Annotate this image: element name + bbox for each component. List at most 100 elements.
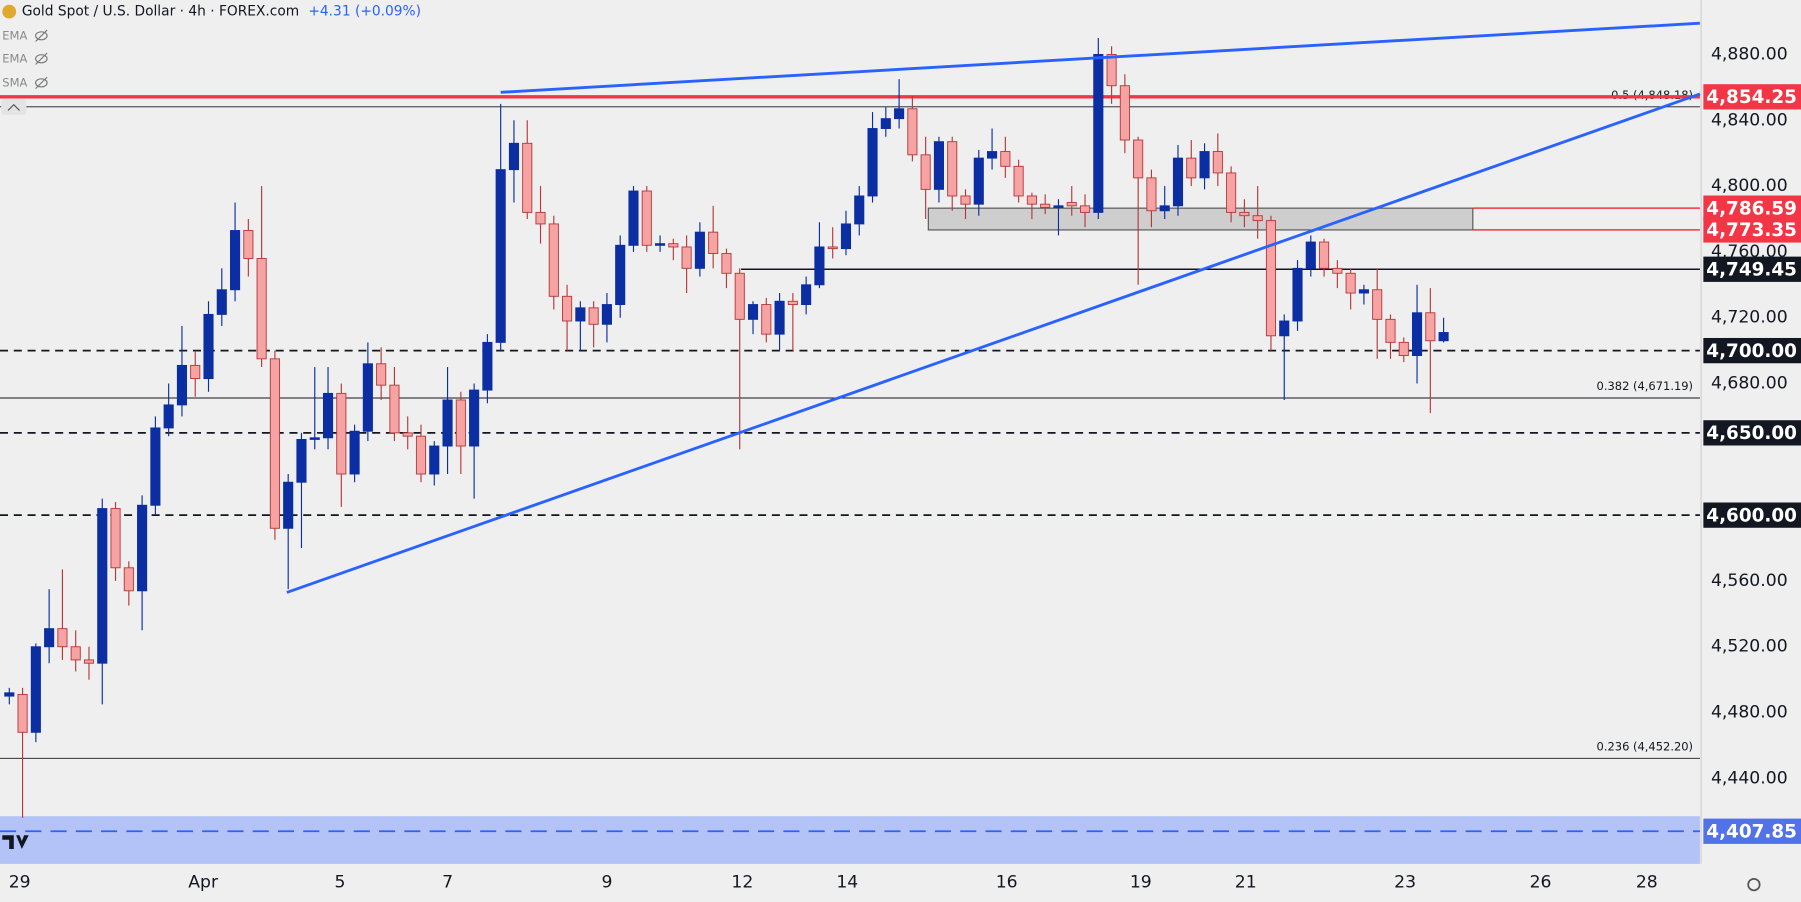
trendline [286, 92, 1701, 594]
candle-body [1398, 341, 1409, 357]
candle-body [1425, 312, 1436, 342]
candle-body [933, 141, 944, 190]
candle-body [747, 304, 759, 320]
candle-body [123, 567, 134, 592]
y-tick-label: 4,520.00 [1711, 637, 1788, 657]
candle-body [1252, 215, 1263, 222]
candle-body [163, 404, 174, 429]
candle-body [203, 313, 214, 380]
settings-icon[interactable] [1747, 877, 1761, 892]
y-tick-label: 4,560.00 [1711, 571, 1788, 591]
y-tick-label: 4,760.00 [1711, 242, 1788, 262]
candle-body [840, 223, 852, 250]
candle-body [601, 304, 612, 325]
candle-body [734, 272, 745, 320]
trendline [500, 21, 1701, 94]
candle-body [1305, 241, 1316, 269]
level-label: 4,600.00 [1706, 505, 1797, 526]
candle-body [1040, 203, 1051, 208]
candle-body [336, 392, 347, 475]
candle-body [907, 108, 918, 156]
level-box [1703, 195, 1801, 221]
overlays: 4,854.25 4,786.594,773.35 4,749.45 4,700.00… [286, 21, 1801, 844]
candle-body [1265, 220, 1277, 337]
candle-body [137, 504, 148, 592]
level-label: 4,407.85 [1706, 821, 1797, 842]
candle-body [1345, 272, 1356, 294]
candle-body [761, 304, 772, 335]
level-box [1703, 256, 1801, 282]
candle-body [1319, 241, 1330, 269]
candle-body [1079, 205, 1091, 213]
candle-body [508, 142, 520, 171]
candle-body [322, 392, 334, 439]
level-label: 4,650.00 [1706, 423, 1797, 444]
candle-body [150, 427, 161, 506]
candle-body [269, 358, 280, 529]
collapse-button[interactable] [1, 98, 27, 116]
candle-body [880, 118, 891, 129]
level-label: 4,786.59 [1706, 198, 1797, 219]
candle-body [97, 508, 108, 664]
level-label: 4,749.45 [1706, 259, 1797, 280]
level-box [1703, 84, 1801, 110]
price-change: +4.31 (+0.09%) [308, 4, 421, 20]
collapse-icon [7, 103, 20, 111]
indicator-label[interactable]: SMA [2, 75, 27, 89]
candle-body [495, 169, 506, 343]
candle-body [947, 141, 958, 197]
candle-body [615, 244, 626, 306]
candle-body [827, 246, 838, 250]
candle-body [1226, 172, 1237, 213]
x-tick-label: 21 [1235, 872, 1257, 892]
level-label: 4,854.25 [1706, 87, 1797, 108]
hide-icons[interactable] [35, 29, 48, 90]
symbol-icon [2, 4, 17, 19]
candle-body [1159, 205, 1170, 212]
candle-body [4, 692, 15, 697]
level-box [1703, 420, 1801, 446]
candle-body [402, 432, 413, 437]
y-tick-label: 4,800.00 [1711, 176, 1788, 196]
candle-body [30, 646, 41, 733]
candle-body [455, 399, 466, 447]
candle-body [349, 430, 360, 475]
candle-body [1106, 54, 1117, 87]
candle-body [1438, 332, 1449, 342]
candles [4, 38, 1449, 818]
candle-body [442, 399, 453, 447]
candle-body [1239, 211, 1250, 217]
indicator-label[interactable]: EMA [2, 28, 27, 42]
candle-body [814, 246, 825, 286]
candle-body [920, 154, 931, 190]
level-label: 4,773.35 [1706, 220, 1797, 241]
candle-body [654, 243, 666, 246]
indicator-label[interactable]: EMA [2, 51, 27, 65]
candle-body [641, 190, 652, 246]
candle-body [708, 231, 719, 255]
candle-body [801, 284, 812, 306]
x-tick-label: 28 [1636, 872, 1658, 892]
candle-body [1000, 151, 1011, 167]
x-tick-label: 14 [836, 872, 858, 892]
candle-body [1053, 205, 1064, 208]
y-tick-label: 4,720.00 [1711, 308, 1788, 328]
candle-body [1186, 157, 1197, 179]
candle-body [469, 389, 480, 447]
level-box [1703, 818, 1801, 844]
candle-body [548, 223, 559, 297]
candle-body [283, 481, 294, 529]
candle-body [787, 300, 798, 306]
candle-body [1013, 165, 1024, 197]
candle-body [987, 151, 998, 159]
candle-body [230, 230, 241, 291]
fib-label: 0.382 (4,671.19) [1597, 379, 1693, 393]
candle-body [415, 435, 427, 475]
y-tick-label: 4,680.00 [1711, 374, 1788, 394]
candle-body [562, 295, 573, 322]
x-tick-label: 16 [996, 872, 1018, 892]
candle-body [216, 289, 227, 315]
level-box [1703, 502, 1801, 528]
candle-body [362, 363, 373, 432]
